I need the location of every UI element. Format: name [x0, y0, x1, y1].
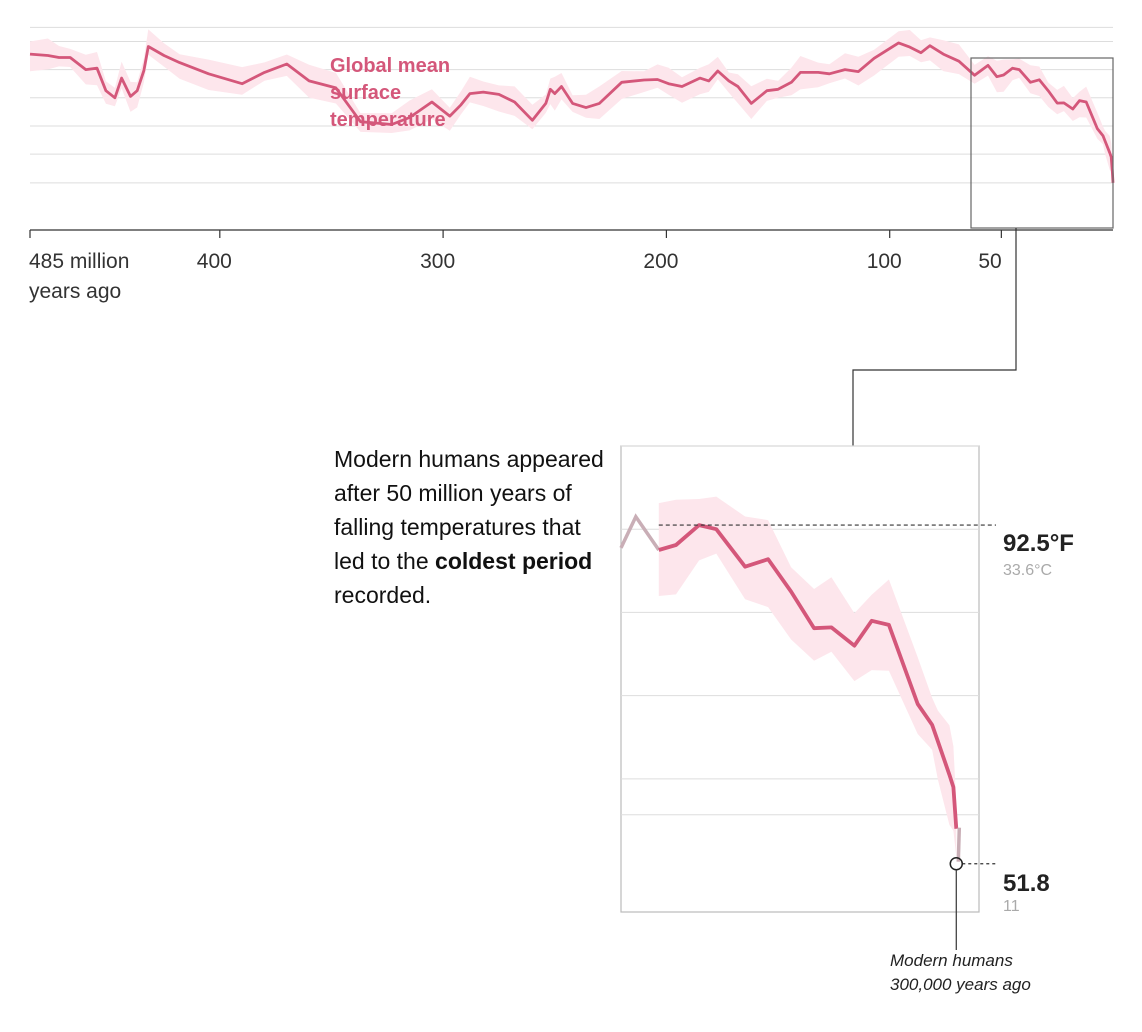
- inset-chart: [619, 445, 996, 950]
- inset-uncertainty-band: [658, 496, 957, 857]
- modern-humans-note-line: 300,000 years ago: [890, 975, 1031, 994]
- annotation-text-start: Modern humans appeared after 50 million …: [334, 446, 604, 574]
- inset-faded-segment: [619, 513, 661, 551]
- modern-humans-note-line: Modern humans: [890, 951, 1013, 970]
- low-celsius-label: 11: [1003, 898, 1020, 915]
- x-tick-label-line2: years ago: [29, 280, 121, 303]
- main-chart: 485 million years ago 400 300 200 100 50 Globa…: [29, 26, 1115, 303]
- inset-temperature-line: [658, 523, 959, 829]
- zoom-box: [970, 57, 1114, 229]
- series-title-line: Global mean: [330, 55, 450, 77]
- peak-celsius-label: 33.6°C: [1003, 562, 1052, 579]
- series-title-line: temperature: [330, 109, 446, 131]
- modern-humans-note: Modern humans 300,000 years ago: [890, 951, 1031, 994]
- annotation-text: Modern humans appeared after 50 million …: [334, 442, 604, 612]
- inset-recent-spike: [956, 827, 962, 862]
- zoom-connector: [852, 228, 1017, 446]
- low-value-label: 51.8: [1003, 870, 1050, 897]
- series-title: Global mean surface temperature: [330, 55, 456, 131]
- x-tick-label: 50: [978, 250, 1001, 273]
- main-uncertainty-band: [30, 29, 1113, 192]
- x-tick-label: 300: [420, 250, 455, 273]
- peak-value-label: 92.5°F: [1003, 530, 1074, 557]
- x-tick-label: 400: [197, 250, 232, 273]
- main-temperature-line: [29, 41, 1115, 183]
- annotation-bold: coldest period: [435, 548, 593, 574]
- x-tick-label: 200: [643, 250, 678, 273]
- main-x-ticks: 485 million years ago 400 300 200 100 50: [29, 230, 1002, 303]
- x-tick-label: 100: [867, 250, 902, 273]
- annotation-text-end: recorded.: [334, 582, 432, 608]
- x-tick-label: 485 million: [29, 250, 129, 273]
- series-title-line: surface: [330, 82, 401, 104]
